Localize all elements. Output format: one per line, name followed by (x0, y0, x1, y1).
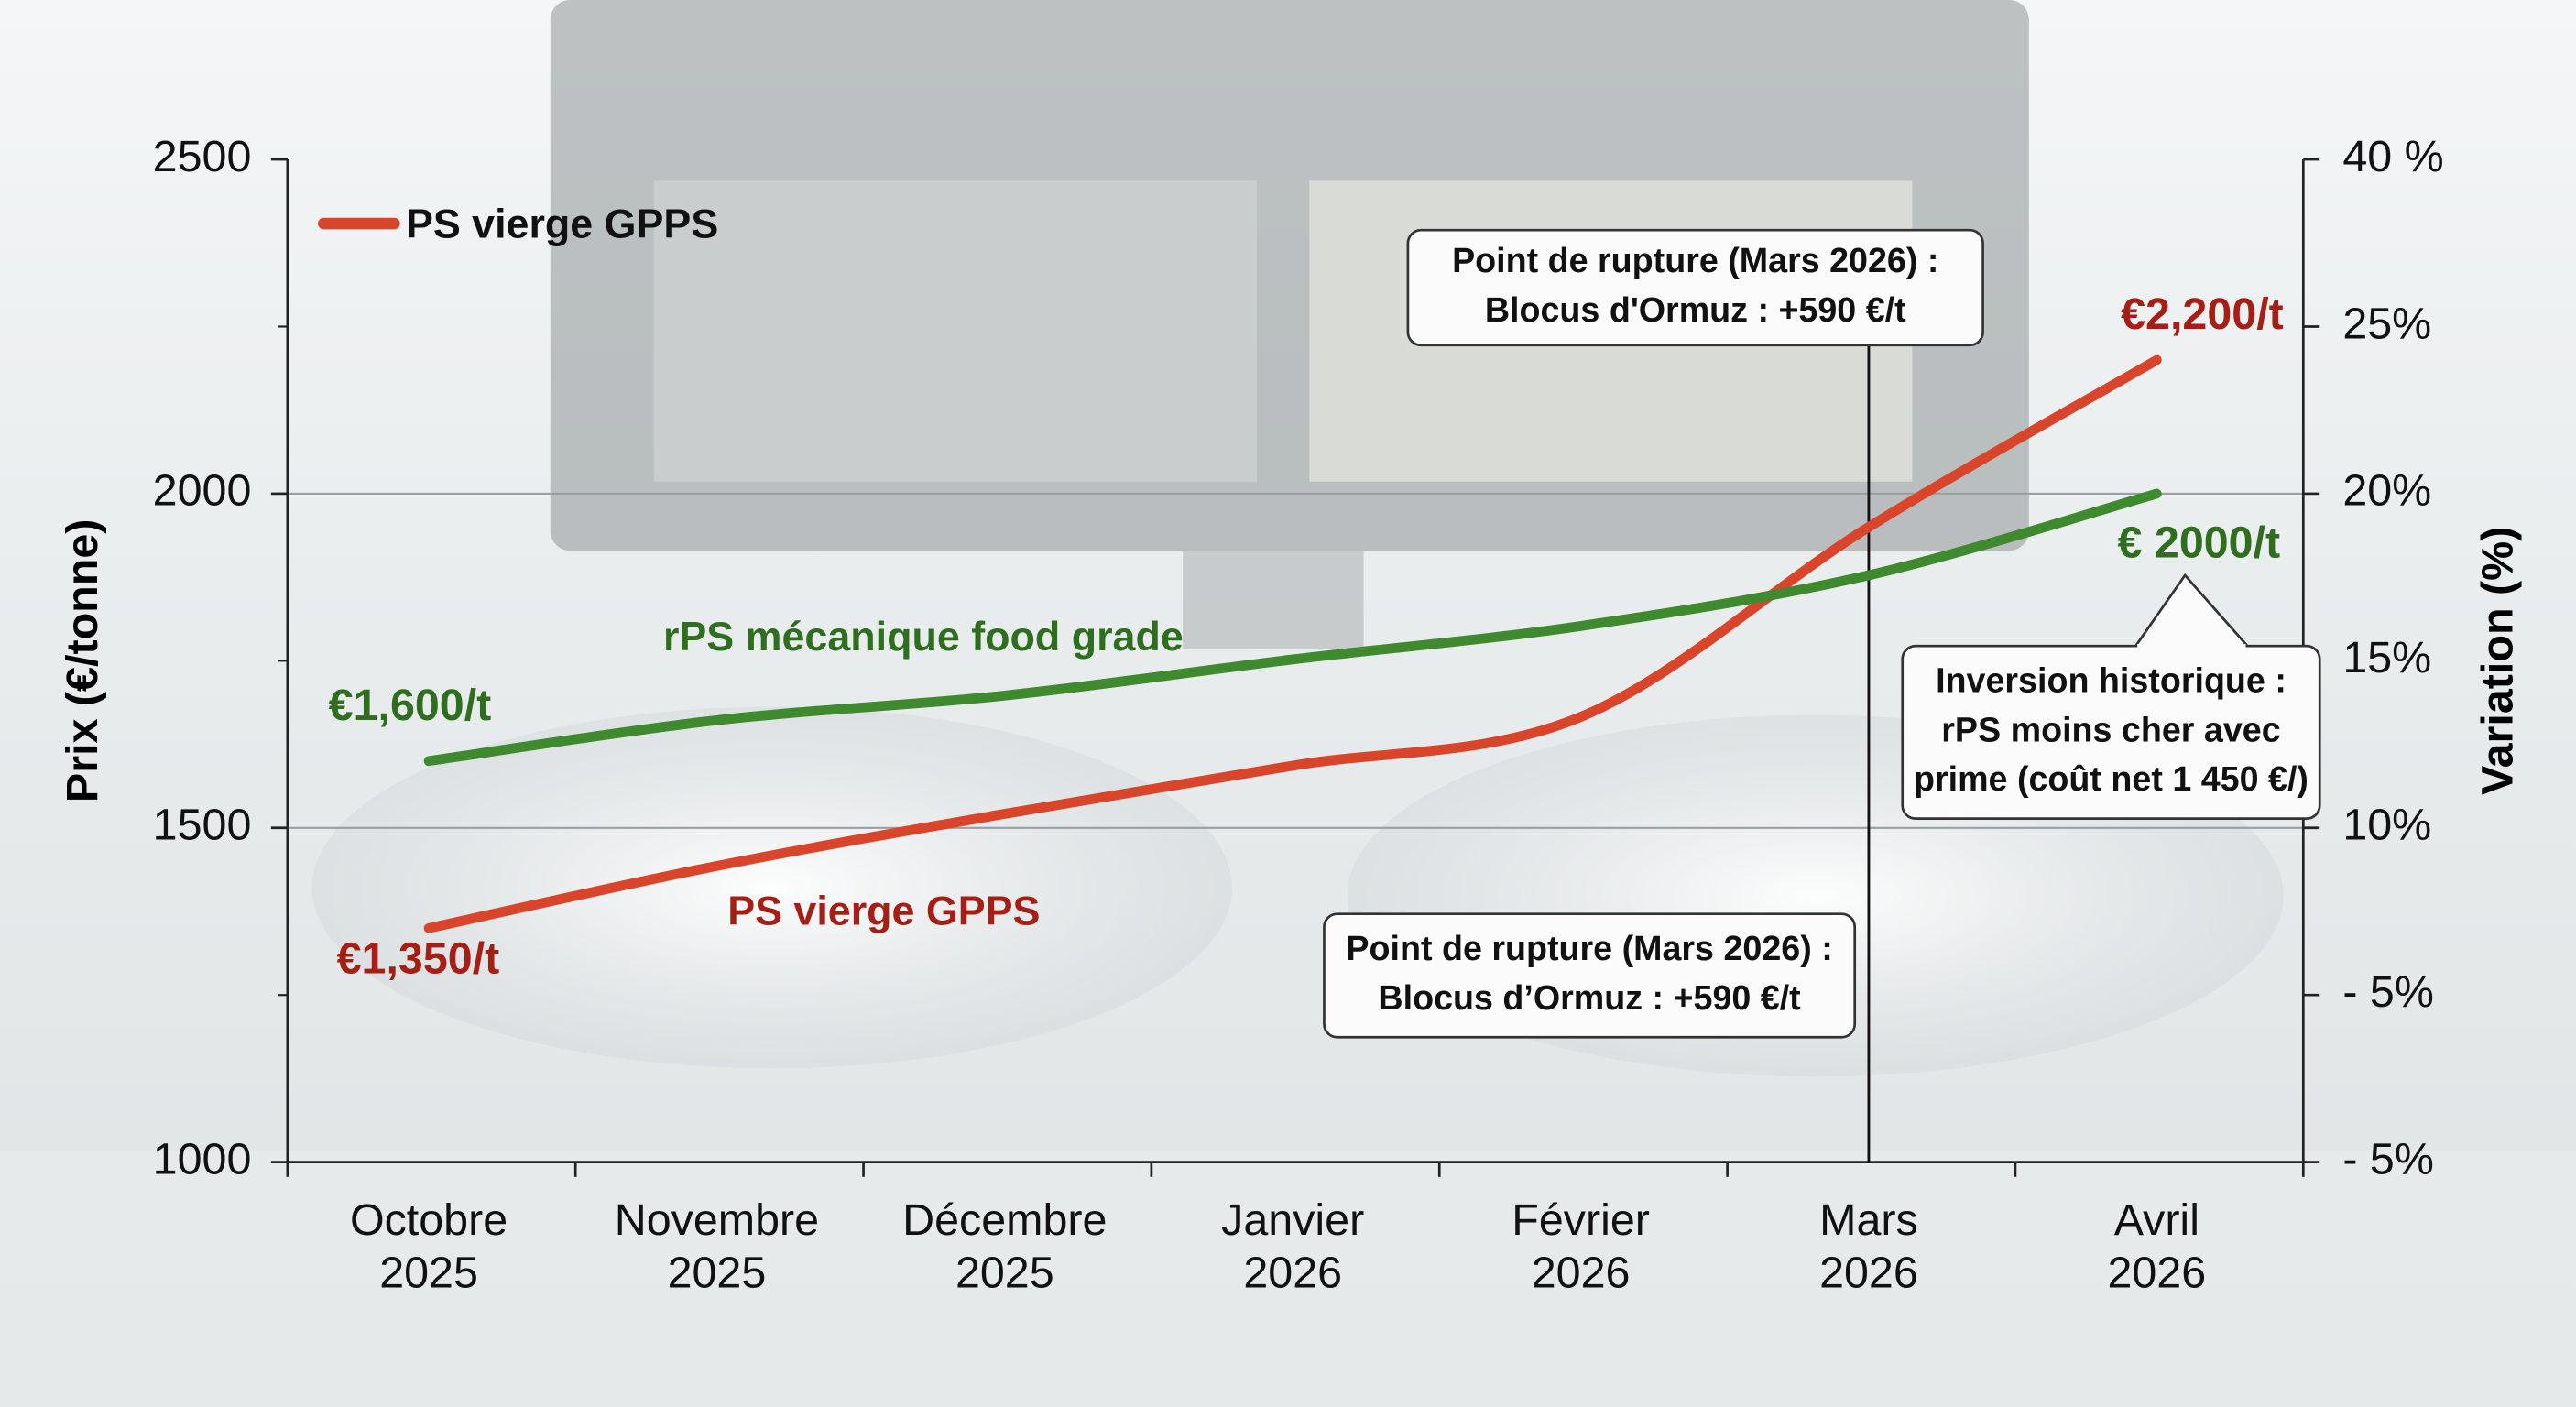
x-tick-label-line: Décembre (902, 1195, 1107, 1245)
data-label: €2,200/t (2121, 289, 2284, 339)
x-tick-label: Décembre 2025 (902, 1195, 1107, 1297)
y2-tick-label: 15% (2342, 633, 2431, 682)
x-tick-label-line: Mars (1819, 1195, 1918, 1245)
x-tick-label-line: Février (1512, 1195, 1650, 1245)
data-label: € 2000/t (2118, 518, 2281, 568)
y-tick-label: 1500 (153, 801, 252, 850)
x-tick-label: Octobre 2025 (350, 1195, 508, 1297)
x-tick-label-line: Novembre (615, 1195, 819, 1245)
annotation-text: prime (coût net 1 450 €/) (1914, 759, 2309, 798)
y-tick-label: 2500 (153, 132, 252, 181)
y2-tick-label: 25% (2342, 299, 2431, 348)
y2-tick-label: 10% (2342, 801, 2431, 850)
y2-axis-title: Variation (%) (2472, 527, 2522, 795)
x-tick-label-line: 2026 (1243, 1248, 1342, 1297)
annotation-text: Inversion historique : (1936, 661, 2287, 700)
x-tick-label-line: 2026 (1532, 1248, 1631, 1297)
x-tick-label: Novembre 2025 (615, 1195, 819, 1297)
y-axis-title: Prix (€/tonne) (58, 519, 107, 802)
series-label: PS vierge GPPS (727, 888, 1040, 934)
x-tick-label-line: 2025 (379, 1248, 478, 1297)
annotation-text: Blocus d’Ormuz : +590 €/t (1378, 978, 1801, 1017)
series-line (423, 354, 2162, 933)
annotation-box (1406, 228, 1984, 347)
annotation-text: rPS moins cher avec (1941, 710, 2280, 748)
x-tick-label-line: 2026 (2107, 1248, 2206, 1297)
annotation-text: Point de rupture (Mars 2026) : (1452, 241, 1938, 279)
x-tick-label-line: 2025 (668, 1248, 767, 1297)
data-label: €1,350/t (337, 934, 500, 984)
data-label: €1,600/t (329, 681, 492, 730)
legend-label: PS vierge GPPS (406, 200, 718, 246)
x-tick-label-line: Avril (2114, 1195, 2199, 1245)
x-tick-label: Mars 2026 (1819, 1195, 1918, 1297)
series-label: rPS mécanique food grade (663, 613, 1184, 660)
y2-tick-label: 40 % (2342, 132, 2443, 181)
x-tick-label-line: Janvier (1221, 1195, 1364, 1245)
x-tick-label-line: 2025 (955, 1248, 1054, 1297)
y-tick-label: 1000 (153, 1134, 252, 1183)
y-tick-label: 2000 (153, 466, 252, 516)
x-tick-label: Janvier 2026 (1221, 1195, 1364, 1297)
y2-tick-label: 20% (2342, 466, 2431, 516)
y2-tick-label: - 5% (2342, 1134, 2434, 1183)
x-tick-label: Février 2026 (1512, 1195, 1650, 1297)
annotation-text: Point de rupture (Mars 2026) : (1346, 929, 1832, 967)
series-line (423, 488, 2162, 767)
annotation-text: Blocus d'Ormuz : +590 €/t (1485, 290, 1906, 329)
x-tick-label: Avril 2026 (2107, 1195, 2206, 1297)
annotation-box (1323, 912, 1857, 1039)
x-tick-label-line: 2026 (1819, 1248, 1918, 1297)
annotation-box (1901, 644, 2321, 820)
x-tick-label-line: Octobre (350, 1195, 508, 1245)
y2-tick-label: - 5% (2342, 967, 2434, 1017)
